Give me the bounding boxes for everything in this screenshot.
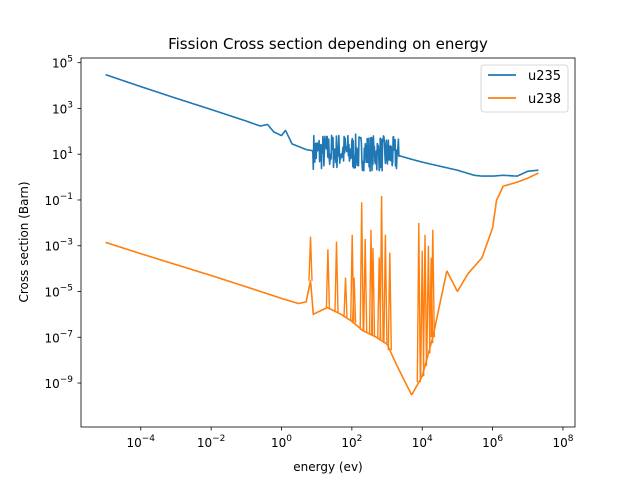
x-tick-base: 10: [341, 436, 356, 450]
u238-resonance-peak: [359, 202, 364, 330]
x-tick-base: 10: [271, 436, 286, 450]
y-tick-label: 10−5: [44, 284, 73, 300]
legend-label-u238: u238: [528, 92, 561, 107]
u238-resonance-peak: [426, 245, 431, 354]
x-tick-exponent: 4: [427, 434, 433, 444]
x-tick-exponent: 2: [357, 434, 363, 444]
y-tick-exponent: −5: [60, 284, 73, 294]
x-tick-exponent: −4: [142, 434, 156, 444]
series-line-u238: [105, 172, 539, 396]
y-tick-exponent: −3: [60, 238, 73, 248]
u238-resonance-peak: [325, 249, 331, 308]
x-axis: 10−4 10−2 100 102 104 106 108: [126, 427, 574, 450]
x-tick-label: 10−4: [126, 434, 155, 450]
x-tick-base: 10: [552, 436, 567, 450]
u238-resonance-peak: [416, 222, 421, 383]
y-tick-exponent: 3: [67, 100, 73, 110]
u238-resonance-peak: [422, 234, 428, 366]
y-tick-label: 10−1: [44, 192, 73, 208]
y-tick-label: 10−9: [44, 375, 73, 391]
plot-area-frame: [80, 57, 576, 428]
series-line-u235: [105, 73, 539, 177]
x-tick-base: 10: [412, 436, 427, 450]
x-tick-label: 100: [271, 434, 292, 450]
x-tick-label: 108: [552, 434, 573, 450]
chart-title: Fission Cross section depending on energ…: [168, 35, 488, 53]
u238-resonance-peak: [351, 277, 357, 324]
u238-resonance-peak: [363, 238, 368, 332]
x-tick-exponent: 6: [497, 434, 503, 444]
y-tick-exponent: −1: [60, 192, 73, 202]
u238-resonance-peak: [343, 277, 348, 318]
x-axis-label: energy (ev): [293, 460, 362, 474]
y-tick-base: 10: [44, 240, 59, 254]
y-tick-exponent: −7: [60, 329, 73, 339]
y-tick-base: 10: [52, 57, 67, 71]
legend-label-u235: u235: [528, 69, 561, 84]
y-tick-label: 10−7: [44, 329, 73, 345]
u238-resonance-peak: [430, 229, 435, 338]
y-tick-label: 103: [52, 100, 73, 116]
y-tick-exponent: −9: [60, 375, 74, 385]
x-tick-base: 10: [126, 436, 141, 450]
u238-resonance-peak: [308, 236, 313, 281]
u238-resonance-peak: [387, 252, 392, 351]
y-axis-label: Cross section (Barn): [17, 181, 31, 302]
y-tick-exponent: 5: [67, 55, 73, 65]
x-tick-label: 102: [341, 434, 362, 450]
x-tick-exponent: 8: [568, 434, 574, 444]
legend: u235 u238: [480, 64, 569, 113]
y-tick-base: 10: [44, 331, 59, 345]
x-tick-exponent: −2: [212, 434, 225, 444]
y-tick-label: 10−3: [44, 238, 73, 254]
u238-resonance-peak: [379, 195, 384, 341]
x-tick-label: 10−2: [197, 434, 226, 450]
x-tick-base: 10: [197, 436, 212, 450]
y-tick-exponent: 1: [67, 146, 73, 156]
x-tick-label: 104: [412, 434, 433, 450]
u238-resonance-peak: [383, 234, 388, 344]
x-tick-label: 106: [482, 434, 503, 450]
u238-resonance-peak: [334, 241, 339, 313]
y-tick-base: 10: [44, 194, 59, 208]
y-tick-label: 105: [52, 55, 73, 71]
u238-resonance-peak: [370, 247, 376, 336]
series-layer: [105, 73, 539, 396]
y-tick-base: 10: [52, 148, 67, 162]
y-tick-base: 10: [44, 377, 59, 391]
legend-frame: [480, 64, 569, 113]
y-tick-base: 10: [44, 286, 59, 300]
y-tick-label: 101: [52, 146, 73, 162]
y-tick-base: 10: [52, 102, 67, 116]
x-tick-base: 10: [482, 436, 497, 450]
x-tick-exponent: 0: [286, 434, 292, 444]
